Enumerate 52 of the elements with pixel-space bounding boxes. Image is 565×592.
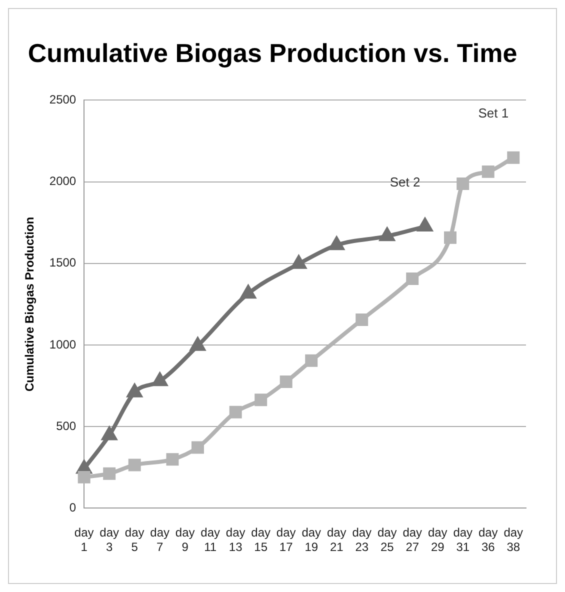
point (166, 453, 179, 466)
x-tick-label: day 17 (276, 526, 296, 554)
point (507, 151, 520, 164)
y-axis-title: Cumulative Biogas Production (22, 216, 37, 392)
text: Set 2 (390, 174, 420, 190)
y-tick-label: 1500 (49, 256, 76, 270)
point (406, 272, 419, 285)
point (78, 470, 90, 484)
x-tick-label: day 9 (175, 526, 195, 554)
point (292, 256, 306, 269)
text: Set 1 (478, 106, 509, 121)
point (102, 427, 117, 440)
point (380, 228, 394, 242)
point (152, 373, 168, 386)
point (444, 231, 456, 244)
y-tick-label: 2000 (49, 174, 76, 188)
x-tick-label: day 21 (326, 526, 346, 554)
chart-title: Cumulative Biogas Production vs. Time (28, 38, 518, 68)
x-tick-label: day 38 (504, 526, 524, 554)
x-tick-label: day 31 (453, 526, 473, 554)
point (127, 384, 142, 398)
point (190, 338, 205, 351)
x-tick-label: day 11 (200, 526, 220, 554)
y-tick-label: 1000 (49, 337, 76, 352)
x-tick-label: day 19 (302, 526, 322, 554)
x-tick-label: day 25 (377, 526, 397, 554)
point (329, 237, 344, 250)
x-tick-label: day 1 (74, 526, 94, 554)
x-tick-label: day 36 (478, 526, 498, 554)
point (103, 467, 116, 480)
x-tick-label: day 3 (100, 526, 120, 554)
y-tick-label: 0 (69, 500, 76, 515)
x-tick-label: day 5 (124, 526, 144, 554)
point (128, 458, 141, 472)
point (280, 375, 292, 388)
point (418, 218, 432, 232)
point (356, 313, 368, 326)
point (482, 165, 494, 178)
point (191, 441, 204, 454)
point (254, 394, 268, 406)
x-tick-label: day 27 (402, 526, 422, 554)
x-tick-label: day 13 (226, 526, 246, 554)
y-tick-label: 500 (56, 418, 76, 433)
y-tick-label: 2500 (49, 92, 76, 107)
x-tick-label: day 15 (251, 526, 271, 554)
point (241, 286, 256, 299)
x-tick-label: day 23 (352, 526, 372, 554)
x-tick-label: day 7 (150, 526, 170, 554)
point (229, 406, 242, 418)
point (305, 354, 318, 367)
point (456, 178, 470, 190)
x-tick-label: day 29 (428, 526, 448, 554)
